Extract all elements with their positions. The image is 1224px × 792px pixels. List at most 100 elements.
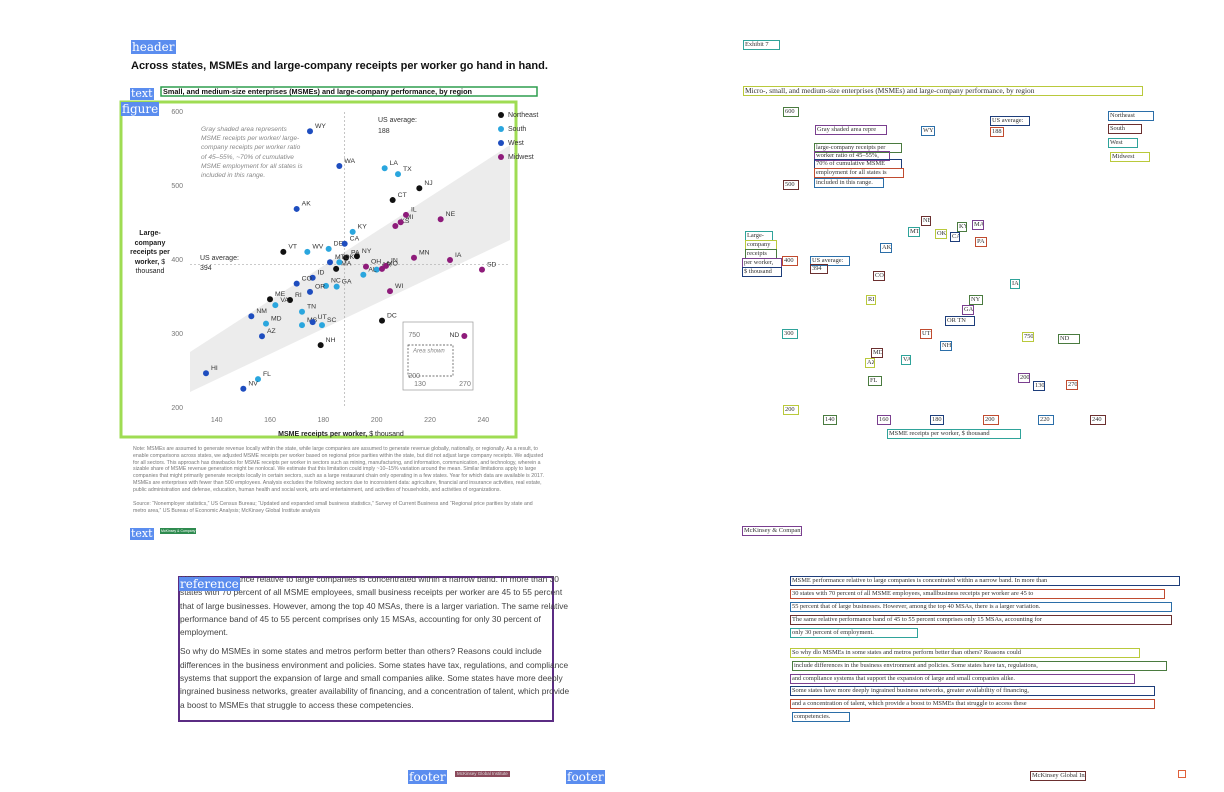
point [299, 308, 305, 315]
point [293, 280, 300, 287]
inset-point-label: ND [450, 332, 460, 339]
point [280, 248, 287, 255]
reference-box [178, 576, 554, 722]
avg-x-value: 188 [378, 128, 390, 135]
avg-x-label: US average: [378, 117, 417, 124]
point [293, 205, 300, 212]
ocr-box: $ thousand [742, 267, 782, 277]
ocr-box: 400 [782, 256, 798, 266]
ocr-box: So why dlo MSMEs in some states and metr… [790, 648, 1140, 658]
ocr-box: 394 [810, 264, 828, 274]
layout-label: text [130, 87, 154, 100]
subtitle: Small, and medium-size enterprises (MSME… [163, 87, 472, 96]
ocr-box: include differences in the business envi… [792, 661, 1167, 671]
ocr-box: and compliance systems that support the … [790, 674, 1135, 684]
inset-point [461, 333, 468, 340]
point-label: PA [351, 250, 360, 257]
footer-text: McKinsey Global Institute [455, 771, 510, 777]
point-label: MI [406, 214, 414, 221]
ocr-box: 300 [782, 329, 798, 339]
annotation: Gray shaded area represents MSME receipt… [201, 126, 303, 180]
ocr-box: NY [969, 295, 983, 305]
ocr-box: US average: [810, 256, 850, 266]
ocr-box: and a concentration of talent, which pro… [790, 699, 1155, 709]
point-label: NH [326, 337, 336, 344]
point [363, 263, 369, 270]
inset-area [407, 344, 454, 377]
point [240, 385, 247, 392]
point [325, 245, 332, 252]
y-tick-label: 300 [171, 331, 183, 338]
source: Source: “Nonemployer statistics,” US Cen… [133, 501, 533, 514]
ocr-box: 600 [783, 107, 799, 117]
ocr-box: GA [962, 305, 974, 315]
ocr-box: The same relative performance band of 45… [790, 615, 1172, 625]
point-label: HI [211, 365, 218, 372]
ocr-box: Midwest [1110, 152, 1150, 162]
point-label: CT [398, 192, 407, 199]
point [341, 240, 348, 247]
point [389, 197, 396, 204]
point [411, 254, 417, 261]
paragraph: MSME performance relative to large compa… [180, 574, 569, 638]
point-label: NJ [424, 180, 432, 187]
ocr-box: worker ratio of 45–55%, [814, 151, 890, 161]
point [319, 322, 325, 329]
point-label: VA [280, 297, 289, 304]
ocr-box: 200 [983, 415, 999, 425]
point-label: FL [263, 371, 271, 378]
x-tick-label: 140 [211, 417, 223, 424]
ocr-box: 160 [877, 415, 891, 425]
ocr-box: MSME performance relative to large compa… [790, 576, 1180, 586]
ocr-box: OK [935, 229, 947, 239]
x-tick-label: 180 [317, 417, 329, 424]
point [387, 288, 393, 295]
ocr-box: Some states have more deeply ingrained b… [790, 686, 1155, 696]
point [392, 222, 399, 229]
ocr-box: 140 [823, 415, 837, 425]
point-label: NM [256, 308, 267, 315]
x-unit: $ thousand [369, 431, 404, 438]
reference-text: MSME performance relative to large compa… [180, 573, 570, 712]
point-label: AK [302, 201, 312, 208]
y-tick-label: 500 [171, 183, 183, 190]
point-label: NE [446, 211, 456, 218]
legend-label: West [508, 140, 524, 147]
legend-marker [498, 140, 504, 146]
point [299, 322, 305, 329]
x-label: MSME receipts per worker, [278, 431, 367, 438]
ocr-box: 200 [1018, 373, 1030, 383]
ocr-box: IA [1010, 279, 1020, 289]
ocr-box: MD [871, 348, 883, 358]
point [287, 296, 293, 303]
point-label: GA [342, 278, 352, 285]
shaded-band [190, 145, 510, 392]
point [203, 370, 209, 377]
point [267, 296, 273, 303]
y-label: Large-company receipts per worker, [130, 230, 170, 266]
x-tick-label: 160 [264, 417, 276, 424]
point-label: SD [487, 261, 497, 268]
ocr-box: 750 [1022, 332, 1034, 342]
point-label: KS [400, 218, 410, 225]
point-label: ME [275, 291, 286, 298]
legend-label: Northeast [508, 112, 538, 119]
ocr-box: Exhibit 7 [743, 40, 780, 50]
point [343, 254, 349, 261]
ocr-box: NE [921, 216, 931, 226]
point [309, 319, 316, 326]
point [304, 248, 311, 255]
point-label: WV [312, 244, 323, 251]
point-label: SC [327, 317, 337, 324]
point [333, 283, 340, 290]
point-label: OK [344, 254, 354, 261]
point [309, 274, 316, 281]
ocr-box: 200 [783, 405, 799, 415]
point [373, 266, 380, 273]
point [317, 342, 324, 349]
point [353, 253, 360, 260]
avg-y-value: 394 [200, 265, 212, 272]
ocr-box: CO [873, 271, 885, 281]
ocr-box: 188 [990, 127, 1004, 137]
